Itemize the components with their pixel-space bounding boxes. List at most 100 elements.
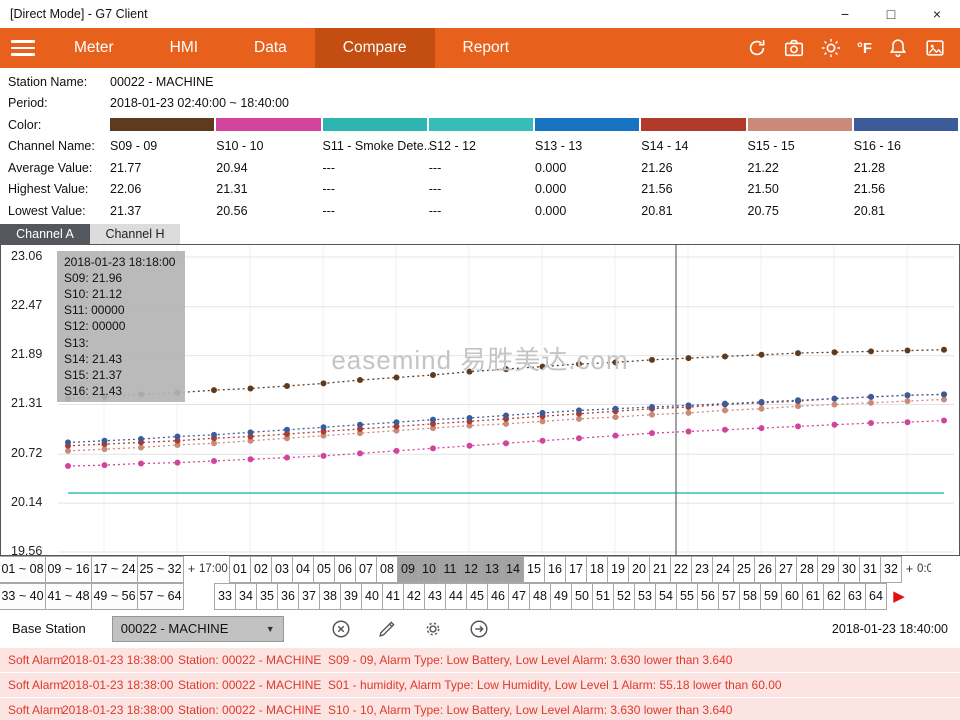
settings-gear-icon[interactable] (422, 618, 444, 640)
channel-number-40[interactable]: 40 (361, 582, 383, 610)
alarm-row[interactable]: Soft Alarm 2018-01-23 18:38:00 Station: 00… (0, 647, 960, 672)
channel-number-19[interactable]: 19 (607, 555, 629, 583)
channel-number-07[interactable]: 07 (355, 555, 377, 583)
channel-number-57[interactable]: 57 (718, 582, 740, 610)
channel-number-21[interactable]: 21 (649, 555, 671, 583)
channel-number-56[interactable]: 56 (697, 582, 719, 610)
channel-number-23[interactable]: 23 (691, 555, 713, 583)
channel-number-06[interactable]: 06 (334, 555, 356, 583)
channel-number-53[interactable]: 53 (634, 582, 656, 610)
channel-number-48[interactable]: 48 (529, 582, 551, 610)
maximize-button[interactable]: □ (886, 6, 896, 22)
channel-number-59[interactable]: 59 (760, 582, 782, 610)
channel-number-27[interactable]: 27 (775, 555, 797, 583)
tab-channel-h[interactable]: Channel H (90, 223, 180, 244)
close-button[interactable]: × (932, 6, 942, 22)
minimize-button[interactable]: − (840, 6, 850, 22)
channel-number-15[interactable]: 15 (523, 555, 545, 583)
channel-range-button[interactable]: 01 ~ 08 (0, 555, 46, 583)
channel-number-35[interactable]: 35 (256, 582, 278, 610)
channel-range-button[interactable]: 57 ~ 64 (137, 582, 184, 610)
channel-number-61[interactable]: 61 (802, 582, 824, 610)
channel-number-51[interactable]: 51 (592, 582, 614, 610)
alarm-row[interactable]: Soft Alarm 2018-01-23 18:38:00 Station: 00… (0, 697, 960, 720)
channel-number-25[interactable]: 25 (733, 555, 755, 583)
nav-item-meter[interactable]: Meter (74, 39, 114, 56)
channel-number-47[interactable]: 47 (508, 582, 530, 610)
go-arrow-icon[interactable] (468, 618, 490, 640)
channel-number-24[interactable]: 24 (712, 555, 734, 583)
brightness-icon[interactable] (820, 37, 842, 59)
channel-number-34[interactable]: 34 (235, 582, 257, 610)
nav-item-data[interactable]: Data (254, 39, 287, 56)
chart-area[interactable]: easemind 易胜美达.com 2018-01-23 18:18:00 S09… (0, 243, 960, 558)
channel-number-46[interactable]: 46 (487, 582, 509, 610)
channel-number-10[interactable]: 10 (418, 555, 440, 583)
channel-number-32[interactable]: 32 (880, 555, 902, 583)
edit-icon[interactable] (376, 618, 398, 640)
channel-range-button[interactable]: 49 ~ 56 (91, 582, 138, 610)
channel-number-11[interactable]: 11 (439, 555, 461, 583)
channel-number-50[interactable]: 50 (571, 582, 593, 610)
channel-number-41[interactable]: 41 (382, 582, 404, 610)
channel-number-36[interactable]: 36 (277, 582, 299, 610)
alarm-row[interactable]: Soft Alarm 2018-01-23 18:38:00 Station: 00… (0, 672, 960, 697)
channel-number-45[interactable]: 45 (466, 582, 488, 610)
nav-item-hmi[interactable]: HMI (169, 39, 199, 56)
channel-number-49[interactable]: 49 (550, 582, 572, 610)
fahrenheit-toggle[interactable]: °F (856, 39, 872, 57)
channel-number-01[interactable]: 01 (229, 555, 251, 583)
snapshot-icon[interactable] (924, 37, 946, 59)
channel-number-43[interactable]: 43 (424, 582, 446, 610)
base-station-dropdown[interactable]: 00022 - MACHINE ▼ (111, 615, 284, 642)
channel-number-09[interactable]: 09 (397, 555, 419, 583)
expand-button[interactable]: + (905, 561, 914, 576)
expand-button[interactable]: + (187, 561, 196, 576)
channel-number-02[interactable]: 02 (250, 555, 272, 583)
nav-item-compare[interactable]: Compare (314, 28, 435, 68)
dismiss-alarm-icon[interactable] (330, 618, 352, 640)
channel-number-04[interactable]: 04 (292, 555, 314, 583)
channel-number-60[interactable]: 60 (781, 582, 803, 610)
menu-icon[interactable] (0, 28, 46, 68)
channel-number-63[interactable]: 63 (844, 582, 866, 610)
channel-number-55[interactable]: 55 (676, 582, 698, 610)
channel-number-30[interactable]: 30 (838, 555, 860, 583)
channel-number-39[interactable]: 39 (340, 582, 362, 610)
channel-range-button[interactable]: 33 ~ 40 (0, 582, 46, 610)
channel-number-28[interactable]: 28 (796, 555, 818, 583)
channel-number-17[interactable]: 17 (565, 555, 587, 583)
channel-number-18[interactable]: 18 (586, 555, 608, 583)
channel-number-29[interactable]: 29 (817, 555, 839, 583)
channel-number-22[interactable]: 22 (670, 555, 692, 583)
camera-icon[interactable] (783, 37, 805, 59)
channel-number-31[interactable]: 31 (859, 555, 881, 583)
channel-number-37[interactable]: 37 (298, 582, 320, 610)
channel-number-20[interactable]: 20 (628, 555, 650, 583)
channel-range-button[interactable]: 25 ~ 32 (137, 555, 184, 583)
channel-number-12[interactable]: 12 (460, 555, 482, 583)
channel-number-03[interactable]: 03 (271, 555, 293, 583)
tab-channel-a[interactable]: Channel A (0, 223, 90, 244)
channel-number-54[interactable]: 54 (655, 582, 677, 610)
channel-number-42[interactable]: 42 (403, 582, 425, 610)
channel-number-05[interactable]: 05 (313, 555, 335, 583)
channel-number-52[interactable]: 52 (613, 582, 635, 610)
channel-number-58[interactable]: 58 (739, 582, 761, 610)
channel-number-64[interactable]: 64 (865, 582, 887, 610)
channel-number-38[interactable]: 38 (319, 582, 341, 610)
channel-number-16[interactable]: 16 (544, 555, 566, 583)
sync-icon[interactable] (746, 37, 768, 59)
next-page-arrow[interactable]: ▶ (893, 587, 905, 605)
channel-number-13[interactable]: 13 (481, 555, 503, 583)
channel-number-44[interactable]: 44 (445, 582, 467, 610)
channel-number-08[interactable]: 08 (376, 555, 398, 583)
channel-range-button[interactable]: 09 ~ 16 (45, 555, 92, 583)
alarm-bell-icon[interactable] (887, 37, 909, 59)
nav-item-report[interactable]: Report (462, 39, 510, 56)
chart-plot[interactable] (56, 244, 956, 555)
channel-number-26[interactable]: 26 (754, 555, 776, 583)
channel-number-33[interactable]: 33 (214, 582, 236, 610)
channel-number-14[interactable]: 14 (502, 555, 524, 583)
channel-number-62[interactable]: 62 (823, 582, 845, 610)
